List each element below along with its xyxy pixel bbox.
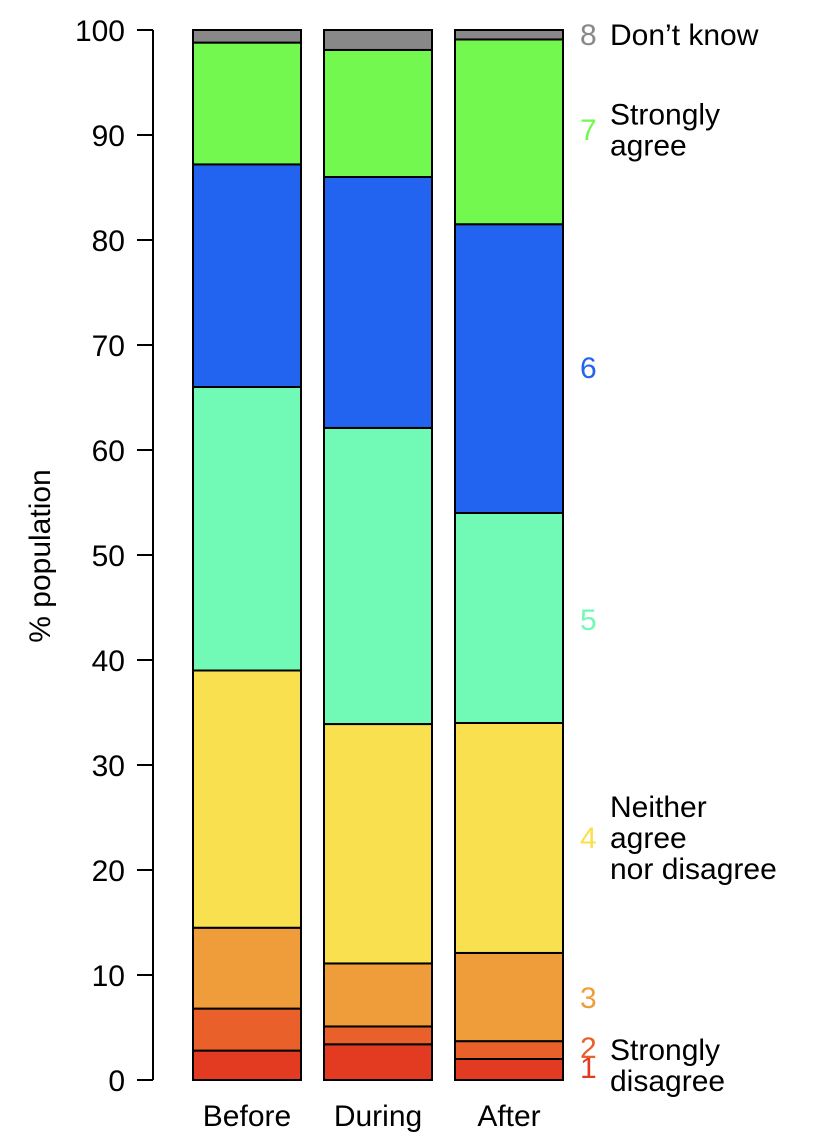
bar-segment-after-3 bbox=[454, 951, 564, 1043]
bar-segment-before-3 bbox=[192, 926, 302, 1010]
bar-segment-during-2 bbox=[323, 1025, 433, 1046]
legend-label-strongly-disagree: Strongly bbox=[610, 1034, 720, 1067]
bar-segment-during-6 bbox=[323, 176, 433, 429]
y-tick-label: 70 bbox=[92, 330, 125, 363]
bars bbox=[192, 29, 564, 1082]
bar-segment-before-2 bbox=[192, 1007, 302, 1052]
legend-label-7: agree bbox=[610, 130, 687, 163]
legend-code-8: 8 bbox=[580, 19, 597, 52]
category-label: Before bbox=[203, 1100, 291, 1133]
legend-label-strongly-disagree: disagree bbox=[610, 1065, 725, 1098]
bar-segment-after-7 bbox=[454, 38, 564, 226]
bar-segment-after-1 bbox=[454, 1058, 564, 1081]
bar-segment-after-2 bbox=[454, 1040, 564, 1061]
legend-label-4: Neither bbox=[610, 791, 707, 824]
bar-segment-after-8 bbox=[454, 29, 564, 41]
category-label: During bbox=[334, 1100, 422, 1133]
y-axis: 0 10 20 30 40 50 60 70 80 90 100 bbox=[75, 15, 154, 1098]
bar-segment-during-5 bbox=[323, 426, 433, 726]
legend-label-4: agree bbox=[610, 822, 687, 855]
y-tick-label: 40 bbox=[92, 645, 125, 678]
bar-segment-after-6 bbox=[454, 223, 564, 514]
bar-segment-before-7 bbox=[192, 41, 302, 166]
y-tick-label: 10 bbox=[92, 960, 125, 993]
legend-code-2: 2 bbox=[580, 1032, 597, 1065]
y-axis-label: % population bbox=[24, 469, 57, 642]
y-tick-label: 20 bbox=[92, 855, 125, 888]
bar-segment-before-8 bbox=[192, 29, 302, 44]
bar-segment-during-3 bbox=[323, 962, 433, 1028]
category-labels: Before During After bbox=[203, 1100, 541, 1133]
bar-segment-during-4 bbox=[323, 723, 433, 965]
bar-segment-before-6 bbox=[192, 163, 302, 388]
bar-segment-during-7 bbox=[323, 48, 433, 179]
legend-code-5: 5 bbox=[580, 604, 597, 637]
legend-code-6: 6 bbox=[580, 352, 597, 385]
bar-segment-after-5 bbox=[454, 512, 564, 724]
legend-label-7: Strongly bbox=[610, 99, 720, 132]
y-tick-label: 90 bbox=[92, 120, 125, 153]
y-tick-label: 100 bbox=[75, 15, 125, 48]
legend-label-8: Don’t know bbox=[610, 19, 759, 52]
y-tick-label: 80 bbox=[92, 225, 125, 258]
legend-code-4: 4 bbox=[580, 822, 597, 855]
bar-segment-before-5 bbox=[192, 386, 302, 672]
bar-segment-after-4 bbox=[454, 722, 564, 954]
legend-label-4: nor disagree bbox=[610, 853, 777, 886]
bar-segment-before-4 bbox=[192, 669, 302, 929]
legend-code-1: 1 bbox=[580, 1052, 597, 1085]
bar-segment-during-1 bbox=[323, 1043, 433, 1082]
bar-segment-during-8 bbox=[323, 29, 433, 51]
bar-segment-before-1 bbox=[192, 1049, 302, 1081]
y-tick-label: 0 bbox=[108, 1065, 125, 1098]
legend-code-3: 3 bbox=[580, 982, 597, 1015]
y-tick-label: 50 bbox=[92, 540, 125, 573]
category-label: After bbox=[477, 1100, 540, 1133]
y-tick-label: 30 bbox=[92, 750, 125, 783]
y-tick-label: 60 bbox=[92, 435, 125, 468]
legend-code-7: 7 bbox=[580, 114, 597, 147]
